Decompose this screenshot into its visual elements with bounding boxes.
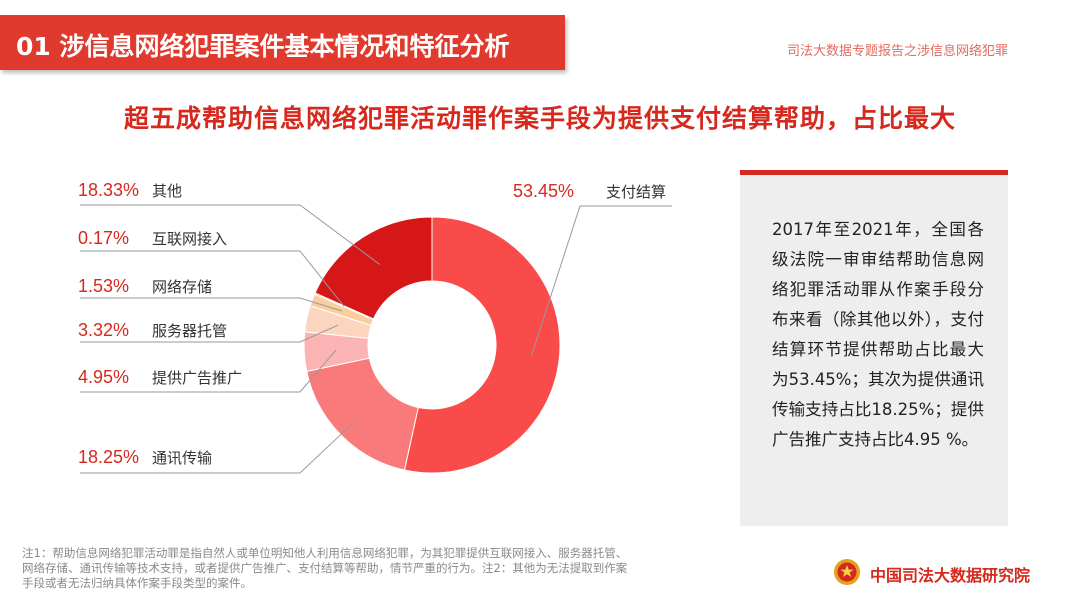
value-label-1: 18.25% (78, 447, 139, 467)
category-label-4: 网络存储 (152, 278, 212, 296)
info-text: 2017年至2021年，全国各级法院一审审结帮助信息网络犯罪活动罪从作案手段分布… (772, 220, 984, 449)
brand-name: 中国司法大数据研究院 (870, 566, 1031, 585)
donut-chart: 53.45% 支付结算 18.25% 通讯传输 4.95% 提供广告推广 3.32% 服务器托… (78, 180, 672, 474)
section-title: 01 涉信息网络犯罪案件基本情况和特征分析 (16, 32, 510, 61)
leader-line-2 (80, 349, 337, 393)
category-label-1: 通讯传输 (152, 449, 212, 467)
header-bar: 01 涉信息网络犯罪案件基本情况和特征分析 (0, 15, 565, 70)
info-panel: 2017年至2021年，全国各级法院一审审结帮助信息网络犯罪活动罪从作案手段分布… (740, 170, 1008, 526)
court-emblem-icon (834, 559, 860, 585)
category-label-2: 提供广告推广 (152, 369, 242, 387)
value-label-4: 1.53% (78, 276, 129, 296)
value-label-0: 53.45% (513, 181, 574, 201)
leader-line-1 (80, 417, 359, 474)
leader-line-6 (80, 204, 381, 265)
leader-line-3 (80, 324, 339, 343)
value-label-3: 3.32% (78, 320, 129, 340)
leader-line-4 (80, 297, 343, 312)
leader-line-0 (530, 205, 672, 356)
value-label-5: 0.17% (78, 228, 129, 248)
category-label-3: 服务器托管 (152, 322, 227, 340)
chart-headline: 超五成帮助信息网络犯罪活动罪作案手段为提供支付结算帮助，占比最大 (123, 104, 956, 133)
leader-line-5 (80, 250, 345, 307)
report-label: 司法大数据专题报告之涉信息网络犯罪 (786, 44, 1008, 59)
brand: 中国司法大数据研究院 (832, 557, 1030, 587)
slice-6 (314, 216, 433, 320)
value-label-6: 18.33% (78, 180, 139, 200)
category-label-0: 支付结算 (606, 183, 666, 201)
category-label-6: 其他 (152, 182, 182, 200)
category-label-5: 互联网接入 (152, 230, 227, 248)
slice-1 (306, 357, 419, 471)
slice-0 (403, 216, 561, 474)
footnote: 注1：帮助信息网络犯罪活动罪是指自然人或单位明知他人利用信息网络犯罪，为其犯罪提… (22, 546, 628, 590)
value-label-2: 4.95% (78, 367, 129, 387)
